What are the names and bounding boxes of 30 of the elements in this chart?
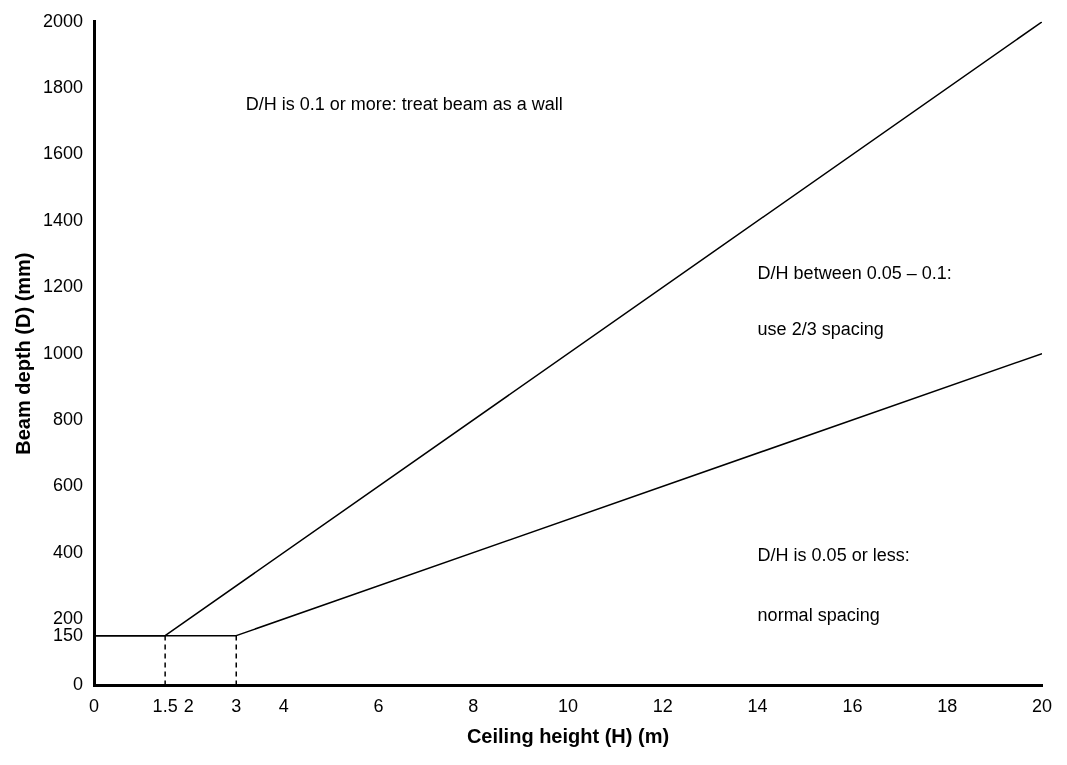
x-tick-label: 8 (468, 696, 479, 717)
x-tick-label: 0 (89, 696, 100, 717)
y-tick-label: 0 (73, 674, 84, 695)
x-tick-label: 16 (842, 696, 863, 717)
annotation: D/H between 0.05 – 0.1: (757, 262, 952, 283)
y-tick-label: 1400 (43, 209, 84, 230)
y-tick-label: 1600 (43, 143, 84, 164)
y-tick-label: 2000 (43, 10, 84, 31)
x-tick-label: 20 (1031, 696, 1053, 717)
x-tick-label: 18 (937, 696, 958, 717)
x-tick-label: 4 (278, 696, 289, 717)
x-axis-title: Ceiling height (H) (m) (466, 724, 670, 747)
y-axis-title: Beam depth (D) (mm) (11, 252, 34, 455)
x-tick-label: 10 (558, 696, 579, 717)
annotation: D/H is 0.1 or more: treat beam as a wall (245, 93, 563, 114)
x-tick-label: 3 (231, 696, 242, 717)
y-tick-label: 400 (53, 541, 84, 562)
x-tick-label: 1.5 (152, 696, 178, 717)
y-tick-label: 1200 (43, 276, 84, 297)
annotation: use 2/3 spacing (757, 319, 884, 340)
y-tick-label: 1000 (43, 342, 84, 363)
y-tick-label: 600 (53, 475, 84, 496)
annotation: D/H is 0.05 or less: (757, 544, 910, 565)
annotation: normal spacing (757, 604, 880, 625)
x-tick-label: 2 (183, 696, 194, 717)
y-tick-label: 1800 (43, 77, 84, 98)
x-tick-label: 6 (373, 696, 384, 717)
x-tick-label: 14 (747, 696, 768, 717)
x-tick-label: 12 (652, 696, 673, 717)
y-tick-label: 800 (53, 408, 84, 429)
